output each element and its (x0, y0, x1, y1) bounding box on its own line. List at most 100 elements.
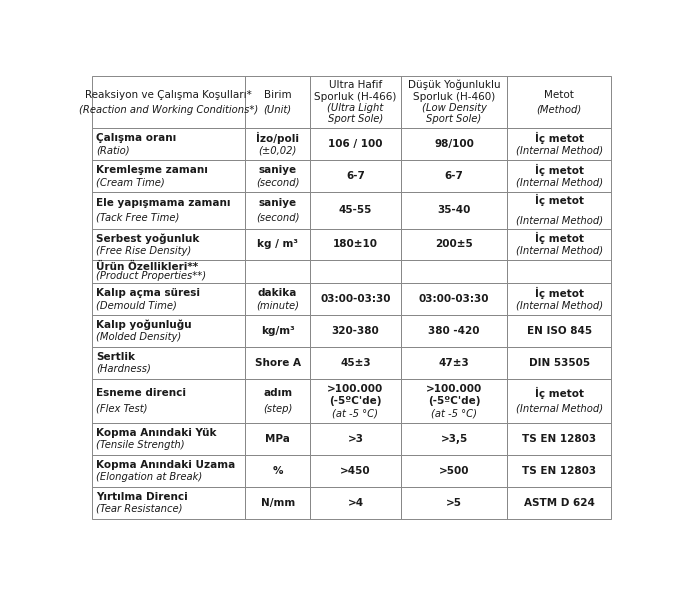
Bar (507, 315, 611, 347)
Bar (92, 160, 245, 192)
Bar (507, 160, 611, 192)
Text: (Free Rise Density): (Free Rise Density) (96, 246, 191, 256)
Bar (245, 315, 310, 347)
Bar (245, 347, 310, 379)
Text: Kopma Anındaki Uzama: Kopma Anındaki Uzama (96, 460, 235, 470)
Text: (Reaction and Working Conditions*): (Reaction and Working Conditions*) (79, 105, 259, 115)
Bar (507, 192, 611, 229)
Text: (-5ºC'de): (-5ºC'de) (428, 396, 480, 406)
Text: saniye: saniye (259, 198, 297, 209)
Text: 200±5: 200±5 (435, 240, 473, 250)
Bar (310, 455, 401, 487)
Text: DIN 53505: DIN 53505 (529, 358, 590, 368)
Text: (Tear Resistance): (Tear Resistance) (96, 504, 183, 514)
Text: (minute): (minute) (256, 300, 299, 310)
Bar (245, 283, 310, 315)
Text: >450: >450 (340, 466, 370, 476)
Bar (245, 260, 310, 283)
Text: >500: >500 (439, 466, 469, 476)
Text: (Tensile Strength): (Tensile Strength) (96, 441, 185, 451)
Text: İç metot: İç metot (534, 194, 584, 206)
Bar (507, 76, 611, 128)
Text: (Product Properties**): (Product Properties**) (96, 272, 206, 282)
Text: (second): (second) (256, 177, 299, 187)
Text: (at -5 °C): (at -5 °C) (431, 408, 477, 418)
Text: TS EN 12803: TS EN 12803 (522, 466, 596, 476)
Text: (Internal Method): (Internal Method) (516, 216, 603, 226)
Bar (92, 192, 245, 229)
Text: 6-7: 6-7 (445, 171, 464, 181)
Bar (401, 229, 507, 260)
Bar (310, 423, 401, 455)
Text: dakika: dakika (258, 288, 297, 298)
Bar (401, 455, 507, 487)
Bar (310, 487, 401, 519)
Bar (401, 76, 507, 128)
Text: (Tack Free Time): (Tack Free Time) (96, 212, 180, 222)
Text: Düşük Yoğunluklu: Düşük Yoğunluklu (407, 80, 500, 91)
Text: Sertlik: Sertlik (96, 352, 135, 362)
Bar (92, 260, 245, 283)
Text: (Molded Density): (Molded Density) (96, 332, 182, 342)
Text: (Elongation at Break): (Elongation at Break) (96, 472, 202, 482)
Text: (Ratio): (Ratio) (96, 145, 130, 155)
Text: N/mm: N/mm (261, 498, 295, 508)
Text: saniye: saniye (259, 165, 297, 175)
Text: kg/m³: kg/m³ (261, 326, 294, 336)
Bar (245, 76, 310, 128)
Text: (±0,02): (±0,02) (259, 145, 297, 155)
Text: adım: adım (263, 388, 292, 398)
Bar (92, 315, 245, 347)
Text: (Internal Method): (Internal Method) (516, 300, 603, 310)
Bar (310, 160, 401, 192)
Bar (92, 128, 245, 160)
Text: 98/100: 98/100 (434, 139, 474, 149)
Bar (92, 229, 245, 260)
Text: Metot: Metot (544, 90, 574, 100)
Bar (245, 379, 310, 423)
Text: Kopma Anındaki Yük: Kopma Anındaki Yük (96, 428, 217, 438)
Text: (Hardness): (Hardness) (96, 364, 151, 374)
Text: 6-7: 6-7 (346, 171, 365, 181)
Bar (401, 283, 507, 315)
Text: Reaksiyon ve Çalışma Koşulları*: Reaksiyon ve Çalışma Koşulları* (85, 90, 252, 100)
Bar (401, 347, 507, 379)
Text: >100.000: >100.000 (327, 383, 383, 393)
Text: kg / m³: kg / m³ (257, 240, 298, 250)
Bar (310, 229, 401, 260)
Bar (507, 347, 611, 379)
Text: 380 -420: 380 -420 (428, 326, 480, 336)
Text: İç metot: İç metot (534, 132, 584, 144)
Text: 45±3: 45±3 (340, 358, 370, 368)
Bar (245, 423, 310, 455)
Text: MPa: MPa (265, 434, 290, 444)
Text: Birim: Birim (264, 90, 292, 100)
Text: 45-55: 45-55 (339, 206, 372, 216)
Text: ASTM D 624: ASTM D 624 (523, 498, 595, 508)
Bar (507, 128, 611, 160)
Bar (310, 76, 401, 128)
Bar (401, 128, 507, 160)
Text: %: % (272, 466, 283, 476)
Text: TS EN 12803: TS EN 12803 (522, 434, 596, 444)
Text: (Internal Method): (Internal Method) (516, 246, 603, 256)
Text: Sporluk (H-460): Sporluk (H-460) (413, 91, 495, 101)
Text: Ele yapışmama zamanı: Ele yapışmama zamanı (96, 198, 231, 209)
Text: >4: >4 (347, 498, 364, 508)
Bar (245, 160, 310, 192)
Text: Sport Sole): Sport Sole) (427, 114, 482, 124)
Bar (310, 379, 401, 423)
Bar (401, 260, 507, 283)
Text: Kalıp açma süresi: Kalıp açma süresi (96, 288, 200, 298)
Bar (401, 379, 507, 423)
Text: (step): (step) (263, 403, 292, 413)
Text: Esneme direnci: Esneme direnci (96, 388, 187, 398)
Bar (401, 423, 507, 455)
Bar (310, 347, 401, 379)
Bar (310, 260, 401, 283)
Text: (Internal Method): (Internal Method) (516, 403, 603, 413)
Text: (Ultra Light: (Ultra Light (327, 103, 383, 113)
Bar (92, 347, 245, 379)
Text: >100.000: >100.000 (426, 383, 482, 393)
Bar (245, 192, 310, 229)
